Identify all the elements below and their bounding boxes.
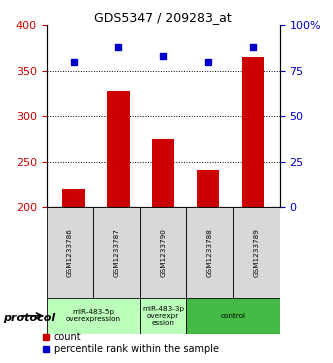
Bar xyxy=(62,189,85,207)
Text: protocol: protocol xyxy=(3,313,56,323)
Bar xyxy=(140,298,186,334)
Point xyxy=(161,53,166,59)
Legend: count, percentile rank within the sample: count, percentile rank within the sample xyxy=(38,329,222,358)
Bar xyxy=(47,207,93,298)
Bar xyxy=(152,139,174,207)
Bar xyxy=(93,207,140,298)
Bar xyxy=(140,207,186,298)
Title: GDS5347 / 209283_at: GDS5347 / 209283_at xyxy=(94,11,232,24)
Bar xyxy=(242,57,264,207)
Point xyxy=(205,59,211,65)
Text: GSM1233789: GSM1233789 xyxy=(253,228,259,277)
Bar xyxy=(186,298,280,334)
Text: GSM1233788: GSM1233788 xyxy=(207,228,213,277)
Bar xyxy=(47,298,140,334)
Text: miR-483-3p
overexpr
ession: miR-483-3p overexpr ession xyxy=(142,306,184,326)
Text: control: control xyxy=(220,313,246,319)
Text: GSM1233787: GSM1233787 xyxy=(114,228,120,277)
Bar xyxy=(233,207,280,298)
Point xyxy=(116,44,121,50)
Point xyxy=(250,44,255,50)
Bar xyxy=(186,207,233,298)
Bar xyxy=(197,170,219,207)
Text: GSM1233786: GSM1233786 xyxy=(67,228,73,277)
Point xyxy=(71,59,76,65)
Text: GSM1233790: GSM1233790 xyxy=(160,228,166,277)
Bar xyxy=(107,91,130,207)
Text: miR-483-5p
overexpression: miR-483-5p overexpression xyxy=(66,309,121,322)
